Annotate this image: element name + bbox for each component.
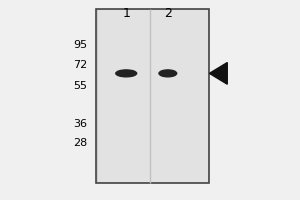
Ellipse shape [116, 70, 136, 77]
Text: 1: 1 [122, 7, 130, 20]
Text: 95: 95 [74, 40, 88, 50]
Ellipse shape [159, 70, 177, 77]
Bar [97, 9, 209, 183]
Text: 72: 72 [73, 60, 88, 70]
Text: 36: 36 [74, 119, 88, 129]
Polygon shape [209, 63, 227, 84]
Text: 55: 55 [74, 81, 88, 91]
Text: 2: 2 [164, 7, 172, 20]
Bar [98, 10, 208, 182]
Text: 28: 28 [73, 138, 88, 148]
